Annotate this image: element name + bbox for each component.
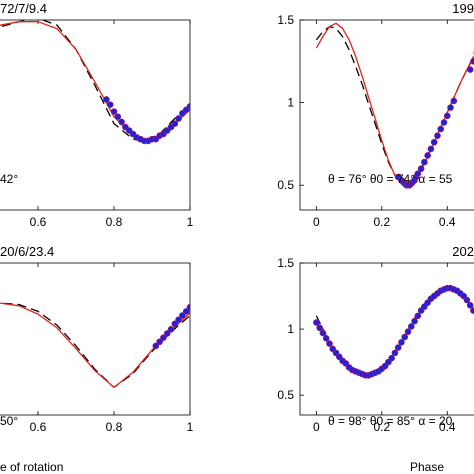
observed-point: [106, 101, 114, 108]
observed-point: [463, 296, 471, 304]
observed-point: [114, 113, 122, 121]
observed-point: [466, 66, 474, 73]
panel-title: 20/6/23.4: [0, 244, 54, 259]
observed-point: [398, 339, 405, 346]
observed-point: [160, 334, 167, 341]
observed-point: [430, 138, 438, 146]
x-tick-label: 0: [313, 420, 320, 434]
observed-point: [103, 96, 110, 103]
observed-point: [394, 344, 402, 351]
model-curve-red: [315, 22, 474, 186]
observed-point: [175, 316, 182, 323]
observed-point: [407, 323, 415, 330]
model-curve-red: [0, 302, 190, 389]
observed-point: [319, 329, 327, 337]
panel-top-right: 0 0.2 0.4 0.5 1 1.5 199 θ = 76° θ0 = 74° α = 55: [277, 1, 474, 229]
x-axis-label: Phase: [410, 460, 444, 474]
observed-point: [470, 307, 474, 314]
observed-point: [175, 115, 182, 122]
observed-point: [411, 317, 418, 325]
x-tick-label: 0.2: [373, 215, 390, 229]
x-axis-label: e of rotation: [0, 460, 63, 474]
observed-point: [156, 338, 163, 346]
observed-point: [171, 320, 179, 328]
y-tick-label: 0.5: [277, 178, 294, 192]
observed-point: [421, 158, 428, 166]
x-tick-label: 0.4: [439, 420, 456, 434]
observed-point: [470, 58, 474, 65]
parameter-annotation: θ = 76° θ0 = 74° α = 55: [328, 172, 453, 186]
axes-frame: [299, 19, 474, 211]
x-tick-label: 0.6: [30, 215, 47, 229]
observed-point: [447, 104, 454, 111]
observed-point: [434, 132, 441, 139]
observed-point: [326, 340, 333, 347]
observed-point: [437, 125, 445, 133]
observed-point: [110, 108, 118, 115]
panel-title: 199: [452, 1, 474, 16]
observed-point: [118, 118, 125, 126]
x-tick-label: 1: [187, 420, 194, 434]
parameter-annotation: 50°: [0, 414, 18, 428]
observed-point: [171, 120, 179, 127]
plot-area: [0, 20, 190, 145]
panel-title: 202: [452, 244, 474, 259]
observed-point: [186, 103, 190, 110]
x-tick-label: 0.6: [30, 420, 47, 434]
axes-frame: [0, 19, 191, 211]
observed-point: [182, 308, 190, 315]
x-tick-label: 0.2: [373, 420, 390, 434]
plot-area: [315, 22, 474, 189]
parameter-annotation: θ = 98° θ0 = 85° α = 20: [328, 414, 453, 428]
y-tick-label: 0.5: [277, 388, 294, 402]
panel-title: 72/7/9.4: [0, 1, 47, 16]
observed-point: [424, 152, 431, 159]
x-tick-label: 0.8: [106, 420, 123, 434]
observed-point: [466, 301, 474, 309]
y-tick-label: 1: [287, 322, 294, 336]
observed-point: [404, 328, 412, 336]
observed-point: [401, 333, 409, 341]
observed-point: [322, 335, 330, 342]
observed-point: [443, 112, 451, 120]
observed-point: [427, 145, 435, 153]
y-tick-label: 1.5: [277, 256, 294, 270]
axes-frame: [0, 262, 191, 416]
plot-area: [313, 284, 474, 379]
axes-frame: [299, 262, 474, 416]
observed-point: [388, 354, 395, 362]
observed-point: [152, 342, 160, 350]
observed-point: [179, 312, 186, 319]
observed-point: [417, 165, 425, 172]
observed-point: [167, 326, 175, 333]
y-tick-label: 1.5: [277, 13, 294, 27]
plot-area: [0, 302, 190, 389]
observed-point: [440, 119, 448, 126]
x-tick-label: 0: [313, 215, 320, 229]
reference-curve-dashed: [0, 302, 190, 389]
panel-top-left: 0.6 0.8 1 72/7/9.4 42°: [0, 1, 194, 229]
observed-point: [414, 312, 422, 320]
x-tick-label: 0.4: [439, 215, 456, 229]
observed-point: [313, 319, 320, 326]
panel-bottom-right: 0 0.2 0.4 0.5 1 1.5 202 θ = 98° θ0 = 85° α = 20…: [277, 244, 474, 474]
observed-point: [163, 330, 171, 337]
observed-point: [316, 324, 323, 332]
observed-point: [186, 303, 190, 311]
panel-bottom-left: 0.6 0.8 1 20/6/23.4 50° e of rotation: [0, 244, 194, 474]
observed-point: [414, 170, 422, 177]
y-tick-label: 1: [287, 96, 294, 110]
x-tick-label: 1: [187, 215, 194, 229]
x-tick-label: 0.8: [106, 215, 123, 229]
parameter-annotation: 42°: [0, 172, 18, 186]
observed-point: [450, 97, 458, 105]
observed-point: [391, 349, 399, 357]
